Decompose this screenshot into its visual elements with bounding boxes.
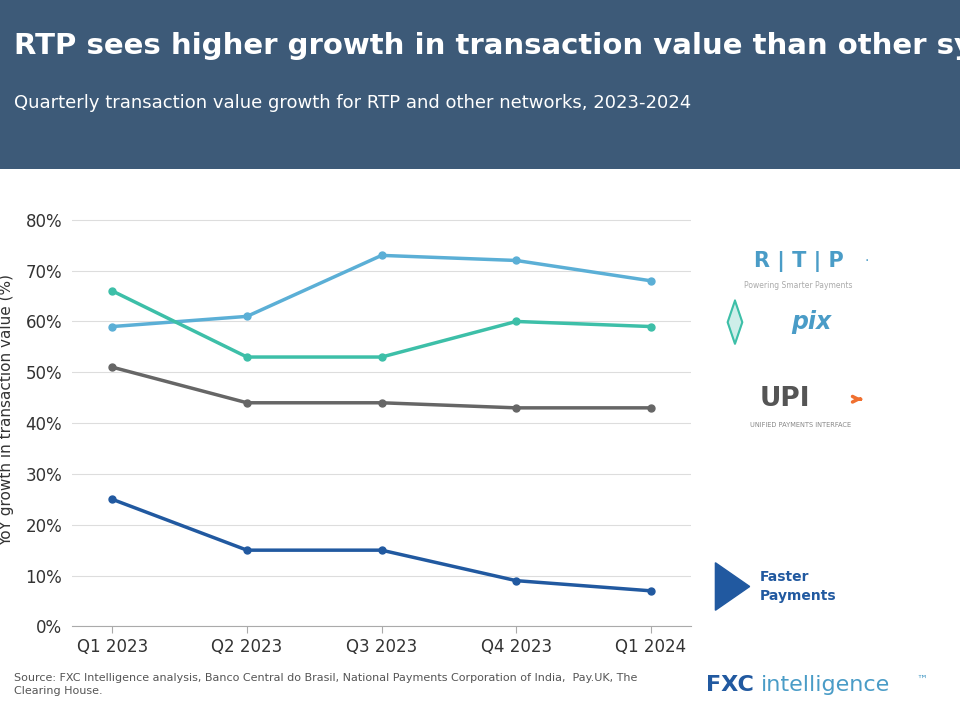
- Text: R | T | P: R | T | P: [754, 251, 844, 272]
- Text: ·: ·: [865, 254, 869, 269]
- Polygon shape: [715, 563, 750, 611]
- Text: UNIFIED PAYMENTS INTERFACE: UNIFIED PAYMENTS INTERFACE: [750, 422, 851, 428]
- Polygon shape: [728, 301, 742, 344]
- Text: Payments: Payments: [759, 589, 836, 603]
- Text: FXC: FXC: [706, 675, 754, 696]
- Text: UPI: UPI: [759, 386, 810, 413]
- Y-axis label: YoY growth in transaction value (%): YoY growth in transaction value (%): [0, 274, 14, 546]
- Text: Quarterly transaction value growth for RTP and other networks, 2023-2024: Quarterly transaction value growth for R…: [14, 94, 691, 112]
- Text: Powering Smarter Payments: Powering Smarter Payments: [744, 281, 852, 289]
- Text: Faster: Faster: [759, 570, 809, 584]
- Text: intelligence: intelligence: [761, 675, 891, 696]
- Text: pix: pix: [791, 310, 831, 334]
- Text: Source: FXC Intelligence analysis, Banco Central do Brasil, National Payments Co: Source: FXC Intelligence analysis, Banco…: [14, 673, 637, 696]
- Text: RTP sees higher growth in transaction value than other systems: RTP sees higher growth in transaction va…: [14, 32, 960, 60]
- Text: ™: ™: [917, 675, 928, 685]
